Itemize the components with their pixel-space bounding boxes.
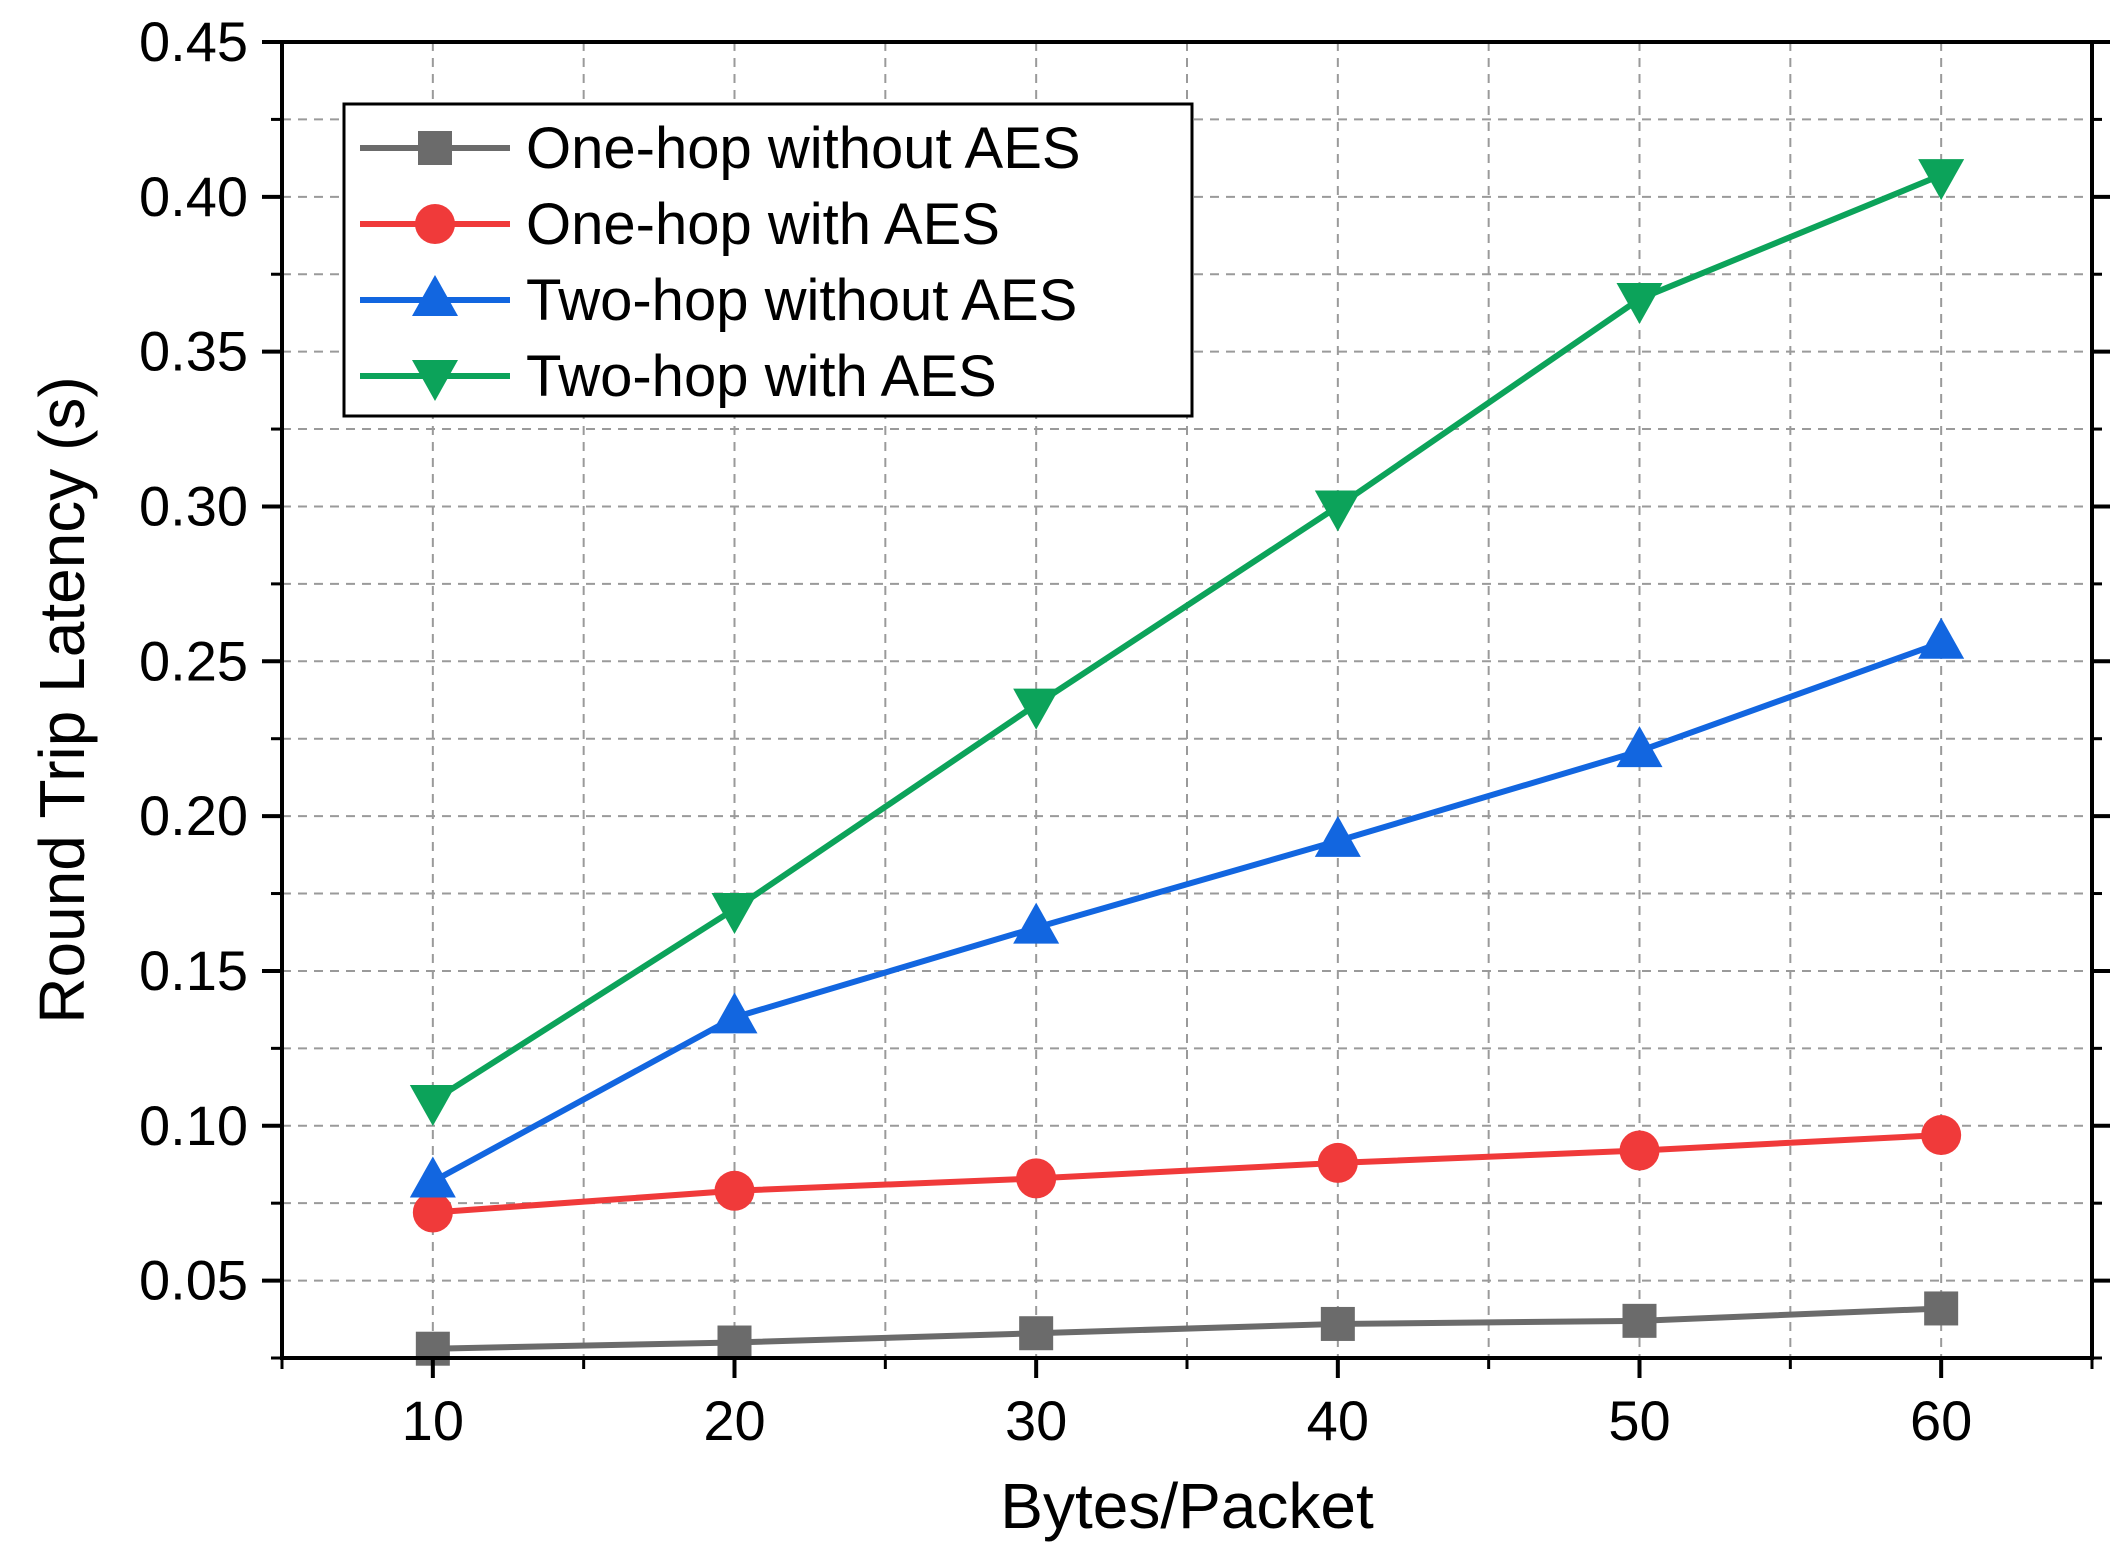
legend-item: One-hop with AES xyxy=(360,192,1000,257)
series-3 xyxy=(409,159,1965,1126)
x-axis-title: Bytes/Packet xyxy=(1000,1470,1374,1542)
series-layer xyxy=(409,159,1965,1366)
y-tick-label: 0.35 xyxy=(139,320,248,383)
legend-label: Two-hop without AES xyxy=(526,268,1077,333)
data-point xyxy=(1622,1303,1657,1338)
x-tick-label: 30 xyxy=(1005,1389,1067,1452)
y-tick-label: 0.10 xyxy=(139,1094,248,1157)
series-2 xyxy=(409,617,1965,1198)
data-point xyxy=(711,893,758,935)
y-tick-label: 0.20 xyxy=(139,784,248,847)
data-point xyxy=(1921,1115,1962,1156)
legend-marker xyxy=(418,131,452,165)
data-point xyxy=(412,1192,453,1233)
series-line xyxy=(431,172,1943,1104)
data-point xyxy=(1918,159,1965,201)
legend-item: Two-hop without AES xyxy=(360,268,1077,333)
series-1 xyxy=(412,1115,1962,1233)
data-point xyxy=(717,1325,752,1360)
data-point xyxy=(1619,1130,1660,1171)
data-point xyxy=(714,1170,755,1211)
y-tick-label: 0.15 xyxy=(139,939,248,1002)
y-tick-label: 0.05 xyxy=(139,1249,248,1312)
legend-marker xyxy=(412,360,458,401)
series-0 xyxy=(415,1291,1959,1366)
legend-marker xyxy=(412,275,458,316)
legend-item: Two-hop with AES xyxy=(360,344,997,409)
data-point xyxy=(1013,688,1060,730)
data-point xyxy=(1317,1142,1358,1183)
data-point xyxy=(1616,283,1663,325)
x-tick-label: 40 xyxy=(1307,1389,1369,1452)
data-point xyxy=(1320,1306,1355,1341)
data-point xyxy=(1924,1291,1959,1326)
series-line xyxy=(431,639,1943,1185)
legend-label: Two-hop with AES xyxy=(526,344,997,409)
data-point xyxy=(1013,902,1060,944)
data-point xyxy=(1616,726,1663,768)
data-point xyxy=(1019,1316,1054,1351)
legend-item: One-hop without AES xyxy=(360,116,1081,181)
x-tick-label: 50 xyxy=(1608,1389,1670,1452)
data-point xyxy=(1314,490,1361,532)
y-tick-label: 0.40 xyxy=(139,165,248,228)
legend: One-hop without AES One-hop with AES Two-h… xyxy=(342,102,1194,418)
x-tick-label: 60 xyxy=(1910,1389,1972,1452)
series-line xyxy=(432,1132,1942,1216)
y-axis-title: Round Trip Latency (s) xyxy=(26,376,98,1023)
data-point xyxy=(1314,815,1361,857)
data-point xyxy=(1016,1158,1057,1199)
data-point xyxy=(409,1084,456,1126)
legend-marker xyxy=(415,204,455,244)
legend-label: One-hop with AES xyxy=(526,192,1000,257)
y-tick-label: 0.45 xyxy=(139,10,248,73)
y-tick-label: 0.25 xyxy=(139,629,248,692)
y-tick-label: 0.30 xyxy=(139,474,248,537)
data-point xyxy=(711,992,758,1034)
data-point xyxy=(1918,617,1965,659)
x-tick-label: 20 xyxy=(703,1389,765,1452)
x-tick-label: 10 xyxy=(402,1389,464,1452)
series-line xyxy=(432,1305,1942,1352)
axis-ticks: 10 20 30 40 50 60 0.05 0.10 0.15 0.20 0.25 0.30 0.35… xyxy=(139,10,2110,1452)
legend-box xyxy=(342,102,1194,418)
data-point xyxy=(409,1156,456,1198)
legend-label: One-hop without AES xyxy=(526,116,1081,181)
